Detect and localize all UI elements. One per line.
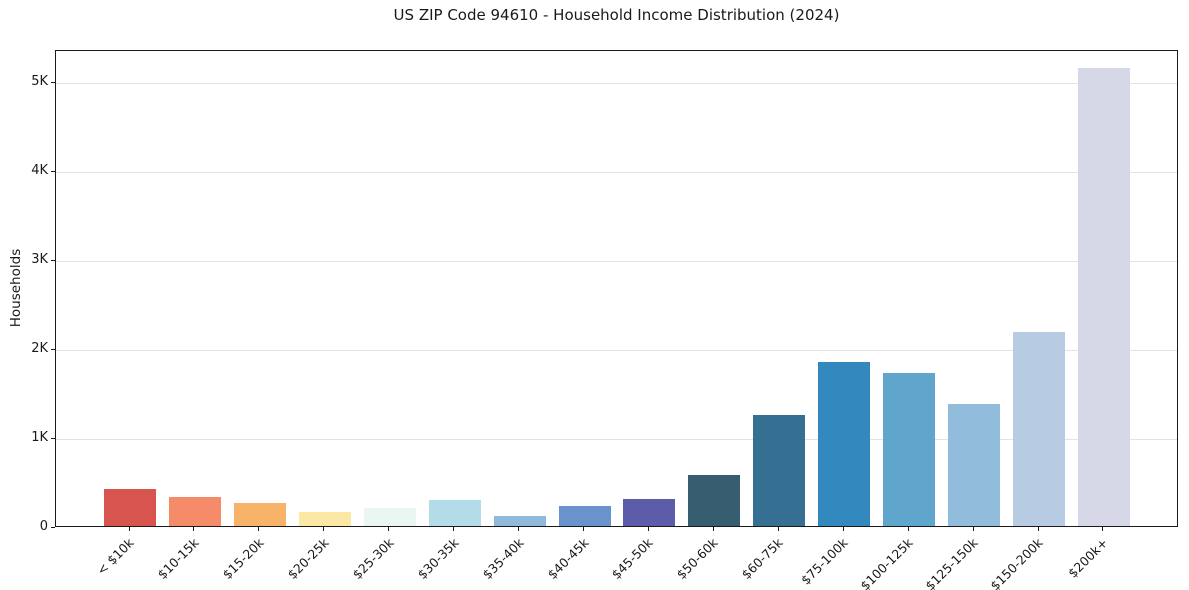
y-tick-label: 1K xyxy=(31,430,48,446)
x-tick-mark xyxy=(258,527,260,531)
gridline xyxy=(56,82,1177,84)
y-tick-label: 5K xyxy=(31,74,48,90)
gridline xyxy=(56,438,1177,440)
x-tick-mark xyxy=(907,527,909,531)
x-tick-label: $150-200k xyxy=(987,535,1046,590)
bar xyxy=(623,499,676,526)
y-tick-mark xyxy=(51,259,55,261)
x-tick-mark xyxy=(388,527,390,531)
x-tick-label: $35-40k xyxy=(479,535,527,583)
bar xyxy=(1077,67,1130,526)
bar xyxy=(428,500,481,526)
x-tick-label: $45-50k xyxy=(609,535,657,583)
gridline xyxy=(56,171,1177,173)
bar xyxy=(233,502,286,526)
y-tick-label: 3K xyxy=(31,252,48,268)
x-tick-mark xyxy=(1037,527,1039,531)
bar xyxy=(363,508,416,526)
x-tick-mark xyxy=(1102,527,1104,531)
x-tick-label: $20-25k xyxy=(284,535,332,583)
x-tick-mark xyxy=(323,527,325,531)
y-tick-mark xyxy=(51,170,55,172)
x-tick-mark xyxy=(193,527,195,531)
chart-title: US ZIP Code 94610 - Household Income Dis… xyxy=(393,6,840,24)
bar xyxy=(753,414,806,526)
bar xyxy=(104,489,156,526)
y-tick-mark xyxy=(51,437,55,439)
plot-area xyxy=(55,50,1178,527)
y-tick-label: 0 xyxy=(39,519,48,534)
bar xyxy=(883,373,936,526)
bar xyxy=(558,506,611,526)
x-tick-label: $100-125k xyxy=(857,535,916,590)
x-tick-label: $30-35k xyxy=(414,535,462,583)
bar xyxy=(298,512,351,526)
x-tick-mark xyxy=(777,527,779,531)
bar xyxy=(493,516,546,526)
gridline xyxy=(56,349,1177,351)
x-tick-label: $25-30k xyxy=(349,535,397,583)
y-tick-label: 2K xyxy=(31,341,48,357)
y-tick-mark xyxy=(51,81,55,83)
bar xyxy=(168,497,221,526)
x-tick-mark xyxy=(453,527,455,531)
x-tick-label: $200k+ xyxy=(1064,535,1111,581)
y-tick-mark xyxy=(51,526,55,528)
bar xyxy=(688,475,741,526)
x-tick-label: $75-100k xyxy=(798,535,851,588)
x-tick-label: $15-20k xyxy=(219,535,267,583)
x-tick-mark xyxy=(647,527,649,531)
x-tick-label: < $10k xyxy=(93,535,137,578)
x-tick-label: $10-15k xyxy=(154,535,202,583)
bar xyxy=(948,404,1001,526)
x-tick-label: $50-60k xyxy=(673,535,721,583)
y-tick-mark xyxy=(51,348,55,350)
x-tick-label: $60-75k xyxy=(738,535,786,583)
x-tick-mark xyxy=(712,527,714,531)
x-tick-mark xyxy=(128,527,130,531)
x-tick-mark xyxy=(583,527,585,531)
x-tick-mark xyxy=(518,527,520,531)
x-tick-mark xyxy=(842,527,844,531)
x-tick-label: $125-150k xyxy=(922,535,981,590)
bar xyxy=(818,362,871,526)
y-tick-label: 4K xyxy=(31,163,48,179)
x-tick-label: $40-45k xyxy=(544,535,592,583)
x-tick-mark xyxy=(972,527,974,531)
bar xyxy=(1013,331,1066,526)
gridline xyxy=(56,260,1177,262)
